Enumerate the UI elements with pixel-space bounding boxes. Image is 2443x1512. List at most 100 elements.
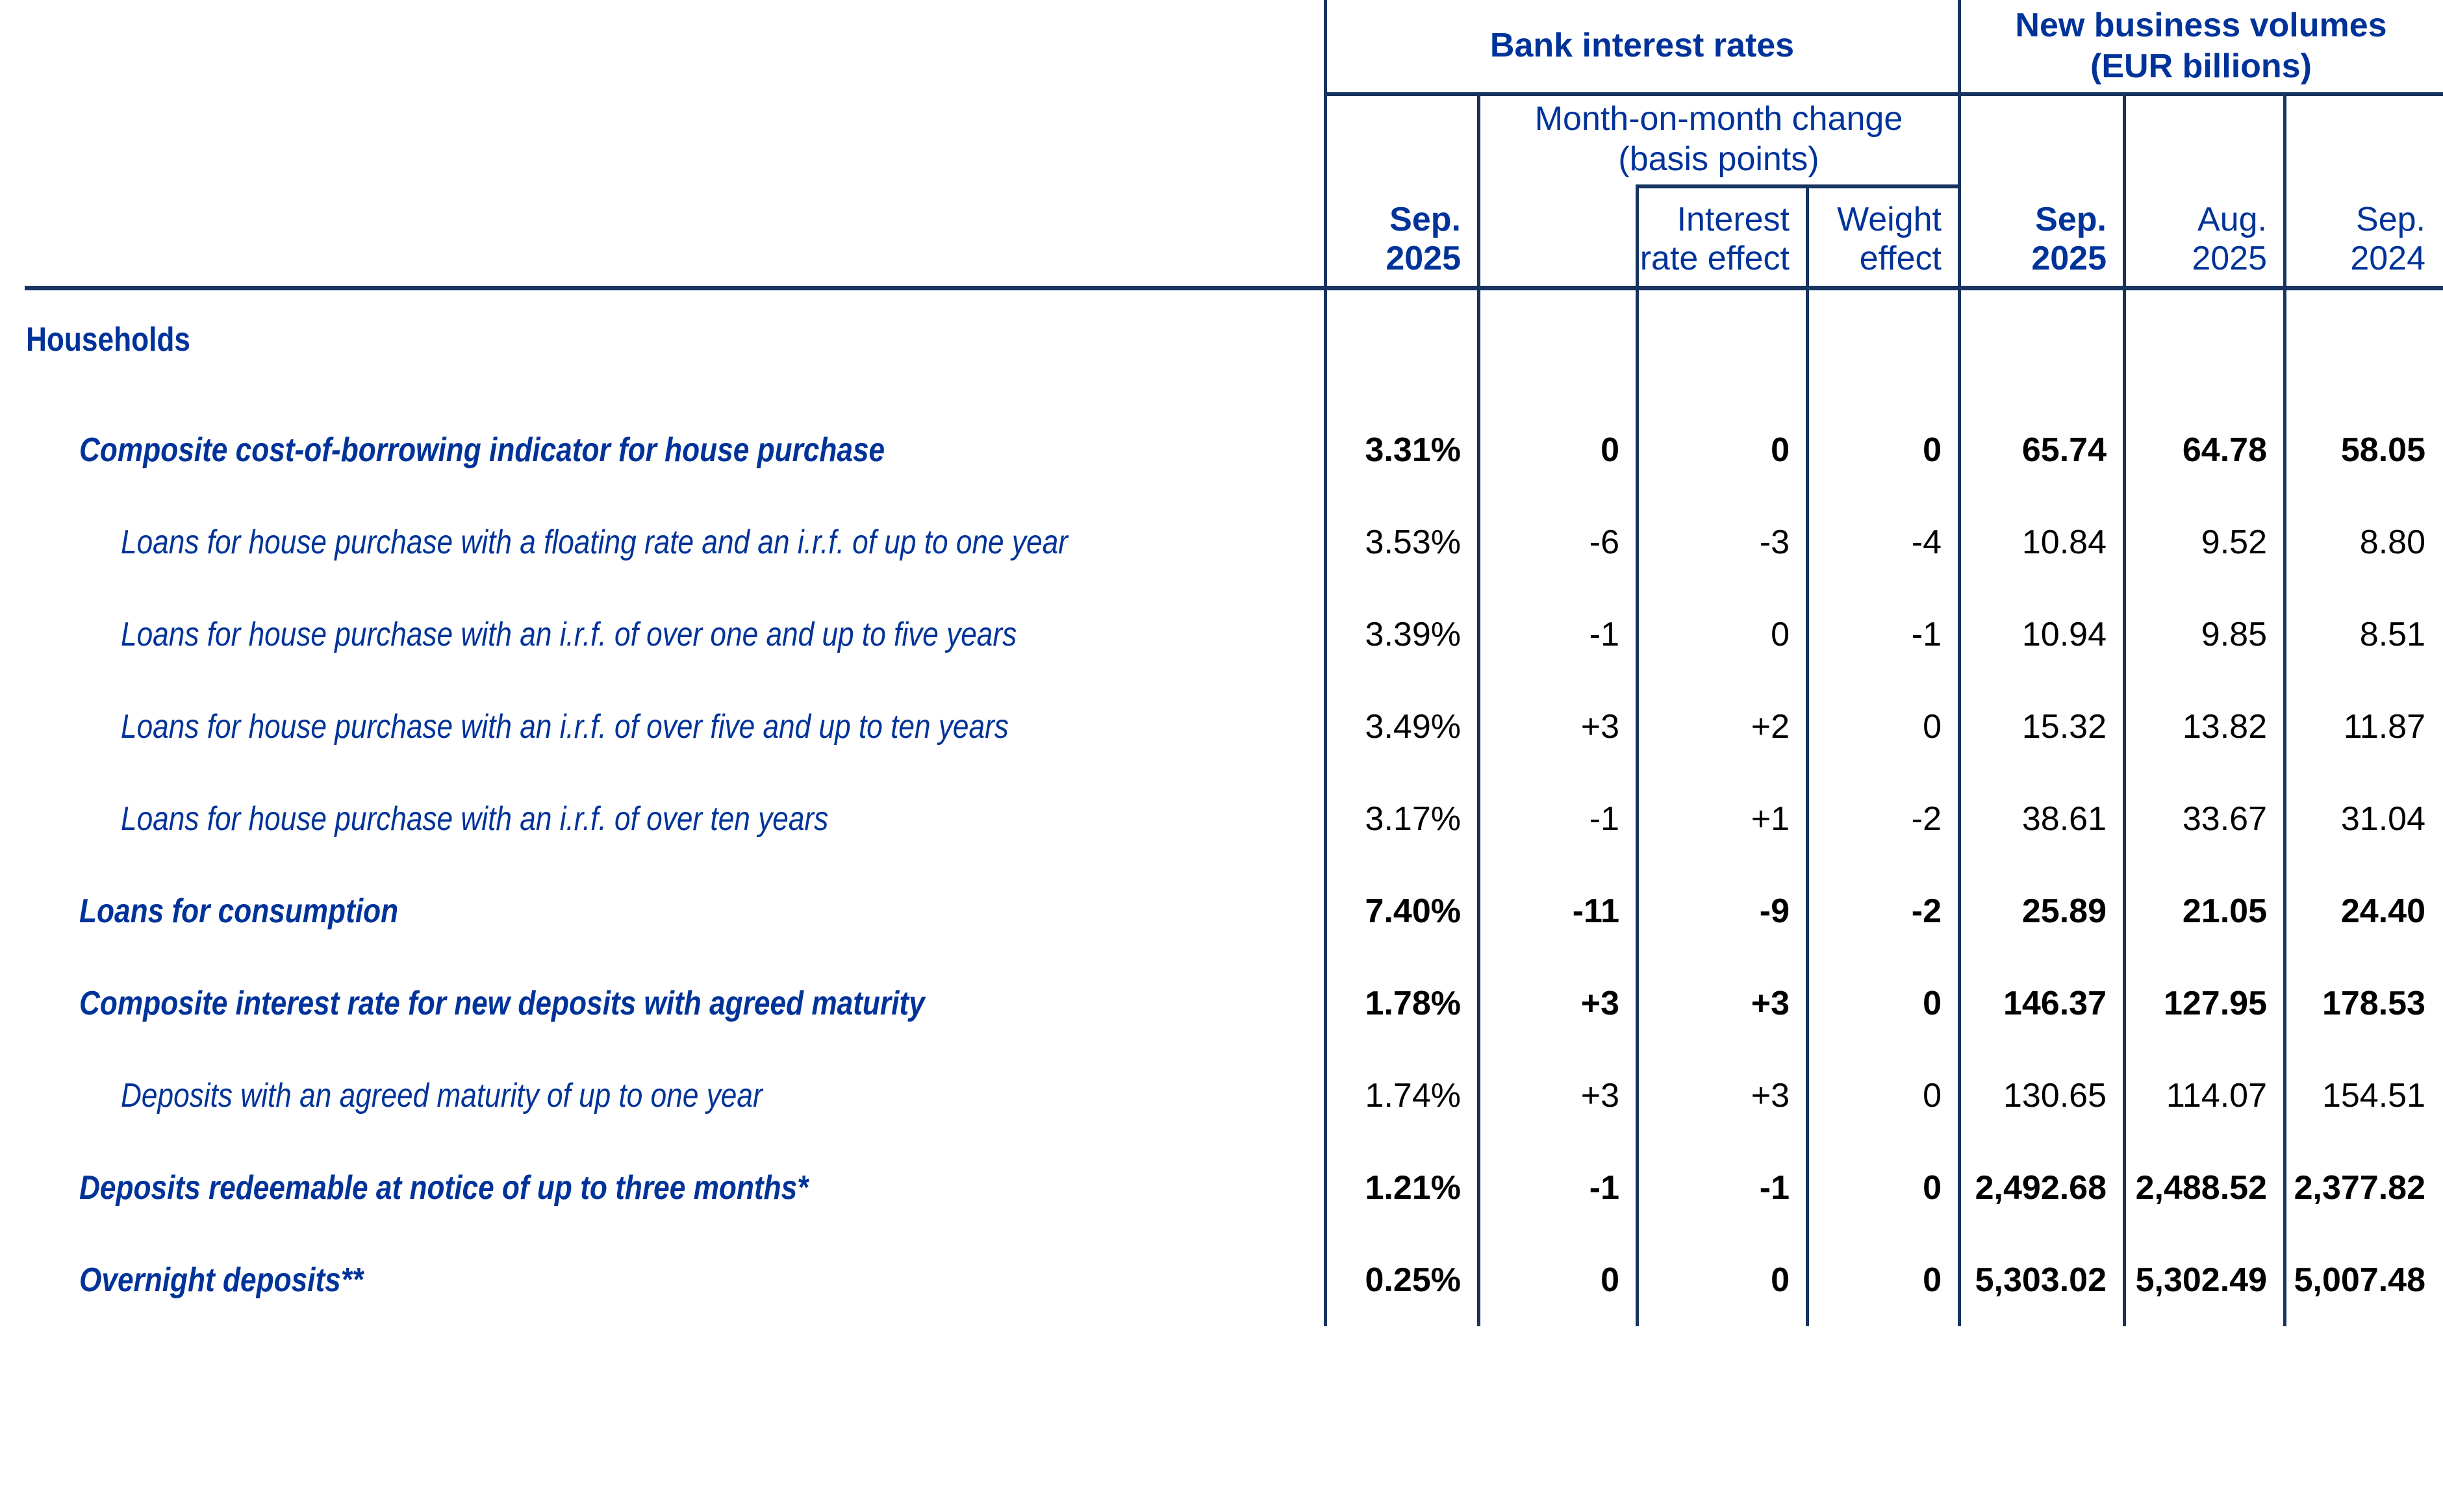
rate-cell: 3.17% — [1365, 800, 1461, 838]
table-row: Loans for consumption 7.40% -11 -9 -2 25… — [0, 865, 2443, 957]
volume-sep-2024-cell: 2,377.82 — [2294, 1169, 2425, 1207]
volume-sep-2025-cell: 10.84 — [2021, 523, 2107, 561]
volume-aug-2025-cell: 127.95 — [2163, 985, 2267, 1022]
table-row: Loans for house purchase with an i.r.f. … — [0, 773, 2443, 865]
volume-sep-2025-cell: 2,492.68 — [1975, 1169, 2107, 1207]
volume-sep-2024-cell: 178.53 — [2322, 985, 2425, 1022]
rate-cell: 3.39% — [1365, 616, 1461, 653]
column-header-interest-rate-effect: Interest rate effect — [1639, 201, 1790, 277]
column-header-volume-aug-2025: Aug. 2025 — [2192, 201, 2267, 277]
table-border-left-of-mom-column — [1477, 94, 1480, 1326]
column-header-weight-effect: Weight effect — [1837, 201, 1942, 277]
row-label: Loans for consumption — [79, 892, 399, 930]
volume-sep-2025-cell: 38.61 — [2021, 800, 2107, 838]
table-border-left-of-weight-effect-column — [1806, 186, 1809, 1326]
volume-sep-2024-cell: 154.51 — [2322, 1077, 2425, 1115]
mom-change-cell: +3 — [1580, 1077, 1619, 1115]
volume-sep-2025-cell: 5,303.02 — [1975, 1261, 2107, 1299]
interest-rate-effect-cell: +1 — [1751, 800, 1790, 838]
weight-effect-cell: -1 — [1911, 616, 1942, 653]
table-row: Overnight deposits** 0.25% 0 0 0 5,303.0… — [0, 1234, 2443, 1326]
row-label: Deposits redeemable at notice of up to t… — [79, 1169, 809, 1207]
group-header-label-line2: (EUR billions) — [2090, 47, 2312, 85]
volume-sep-2025-cell: 146.37 — [2003, 985, 2107, 1022]
weight-effect-cell: 0 — [1923, 1169, 1942, 1207]
weight-effect-cell: 0 — [1923, 1077, 1942, 1115]
rate-cell: 1.74% — [1365, 1077, 1461, 1115]
volume-sep-2024-cell: 58.05 — [2340, 431, 2425, 469]
weight-effect-cell: 0 — [1923, 431, 1942, 469]
volume-sep-2024-cell: 8.80 — [2359, 523, 2425, 561]
mom-change-cell: -1 — [1589, 800, 1619, 838]
group-header-label: Bank interest rates — [1489, 27, 1795, 65]
volume-sep-2025-cell: 15.32 — [2021, 708, 2107, 746]
interest-rate-effect-cell: 0 — [1771, 1261, 1790, 1299]
volume-aug-2025-cell: 5,302.49 — [2135, 1261, 2267, 1299]
mom-change-cell: 0 — [1601, 1261, 1619, 1299]
divider-under-mom-header — [1636, 184, 1961, 188]
table-border-left-of-volumes-group — [1958, 0, 1961, 1326]
volume-sep-2025-cell: 10.94 — [2021, 616, 2107, 653]
table-border-left-of-rate-column — [1324, 0, 1327, 1326]
volume-sep-2024-cell: 5,007.48 — [2294, 1261, 2425, 1299]
column-header-volume-sep-2024: Sep. 2024 — [2350, 201, 2425, 277]
volume-sep-2024-cell: 11.87 — [2343, 708, 2425, 746]
weight-effect-cell: -2 — [1911, 800, 1942, 838]
group-header-label-line1: New business volumes — [2015, 6, 2387, 44]
interest-rate-effect-cell: +2 — [1751, 708, 1790, 746]
table-row: Deposits with an agreed maturity of up t… — [0, 1050, 2443, 1142]
volume-aug-2025-cell: 33.67 — [2182, 800, 2267, 838]
volume-aug-2025-cell: 64.78 — [2182, 431, 2267, 469]
column-header-rate-sep-2025: Sep. 2025 — [1386, 201, 1461, 277]
subheader-month-on-month-change: Month-on-month change (basis points) — [1478, 94, 1959, 184]
mom-change-cell: -11 — [1572, 892, 1619, 930]
interest-rate-effect-cell: -3 — [1759, 523, 1790, 561]
table-row: Deposits redeemable at notice of up to t… — [0, 1142, 2443, 1234]
rate-cell: 3.31% — [1365, 431, 1461, 469]
weight-effect-cell: 0 — [1923, 985, 1942, 1022]
weight-effect-cell: -2 — [1911, 892, 1942, 930]
rate-cell: 3.49% — [1365, 708, 1461, 746]
rate-cell: 1.78% — [1365, 985, 1461, 1022]
interest-rate-effect-cell: +3 — [1751, 1077, 1790, 1115]
row-label: Deposits with an agreed maturity of up t… — [121, 1077, 763, 1115]
table-border-left-of-sep-2024-column — [2283, 94, 2286, 1326]
mom-change-cell: +3 — [1580, 985, 1619, 1022]
rate-cell: 7.40% — [1365, 892, 1461, 930]
weight-effect-cell: 0 — [1923, 708, 1942, 746]
interest-rate-effect-cell: -1 — [1759, 1169, 1790, 1207]
volume-sep-2024-cell: 8.51 — [2359, 616, 2425, 653]
row-label: Composite interest rate for new deposits… — [79, 985, 925, 1022]
table-row: Loans for house purchase with an i.r.f. … — [0, 681, 2443, 773]
group-header-new-business-volumes: New business volumes (EUR billions) — [1959, 0, 2443, 92]
interest-rate-effect-cell: 0 — [1771, 431, 1790, 469]
volume-aug-2025-cell: 13.82 — [2182, 708, 2267, 746]
table-border-left-of-interest-rate-effect-column — [1636, 186, 1639, 1326]
weight-effect-cell: -4 — [1911, 523, 1942, 561]
interest-rate-effect-cell: -9 — [1759, 892, 1790, 930]
volume-sep-2025-cell: 65.74 — [2021, 431, 2107, 469]
row-label: Loans for house purchase with an i.r.f. … — [121, 708, 1009, 746]
rate-cell: 0.25% — [1365, 1261, 1461, 1299]
rate-cell: 1.21% — [1365, 1169, 1461, 1207]
divider-under-column-headers — [25, 286, 2443, 290]
column-header-volume-sep-2025: Sep. 2025 — [2031, 201, 2107, 277]
mom-change-cell: 0 — [1601, 431, 1619, 469]
section-label: Households — [26, 321, 190, 359]
rate-cell: 3.53% — [1365, 523, 1461, 561]
volume-aug-2025-cell: 21.05 — [2182, 892, 2267, 930]
weight-effect-cell: 0 — [1923, 1261, 1942, 1299]
volume-sep-2025-cell: 25.89 — [2021, 892, 2107, 930]
volume-aug-2025-cell: 2,488.52 — [2135, 1169, 2267, 1207]
table-row: Loans for house purchase with a floating… — [0, 496, 2443, 588]
row-label: Loans for house purchase with an i.r.f. … — [121, 800, 829, 838]
volume-sep-2024-cell: 31.04 — [2340, 800, 2425, 838]
mom-change-cell: -6 — [1589, 523, 1619, 561]
table-row: Loans for house purchase with an i.r.f. … — [0, 588, 2443, 681]
group-header-bank-interest-rates: Bank interest rates — [1325, 0, 1959, 92]
table-row: Composite cost-of-borrowing indicator fo… — [0, 404, 2443, 496]
table-row: Composite interest rate for new deposits… — [0, 957, 2443, 1050]
mom-change-cell: -1 — [1589, 616, 1619, 653]
volume-sep-2025-cell: 130.65 — [2003, 1077, 2107, 1115]
